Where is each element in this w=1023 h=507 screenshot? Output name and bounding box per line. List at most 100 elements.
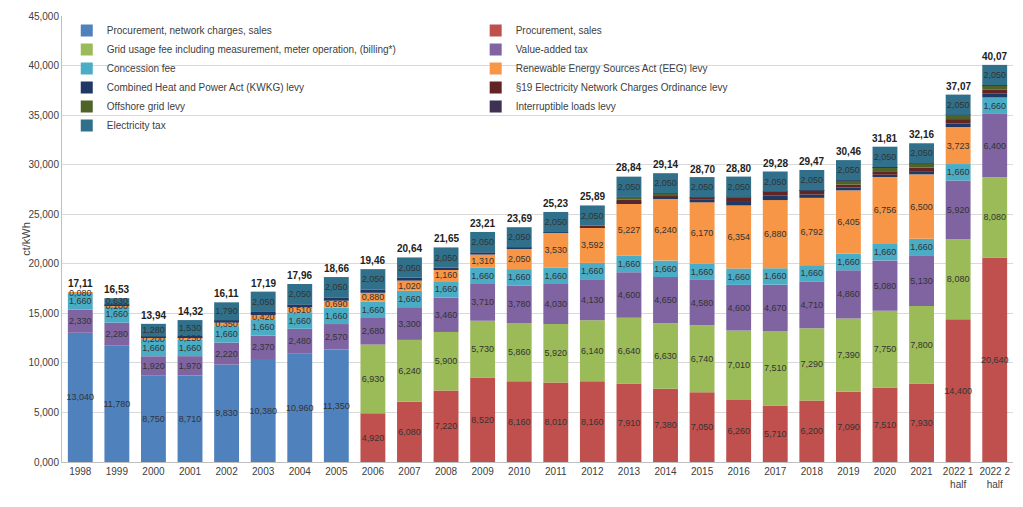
svg-text:Concession fee: Concession fee <box>107 63 176 74</box>
svg-text:1999: 1999 <box>106 466 129 477</box>
svg-text:Combined Heat and Power Act (K: Combined Heat and Power Act (KWKG) levy <box>107 82 304 93</box>
svg-text:1,660: 1,660 <box>106 309 129 319</box>
svg-text:17,96: 17,96 <box>287 270 312 281</box>
svg-text:35,000: 35,000 <box>28 110 59 121</box>
svg-text:16,11: 16,11 <box>214 288 239 299</box>
svg-text:2,050: 2,050 <box>837 165 860 175</box>
svg-text:7,390: 7,390 <box>837 350 860 360</box>
svg-text:6,354: 6,354 <box>727 232 750 242</box>
svg-text:0,630: 0,630 <box>106 296 129 306</box>
svg-text:1,660: 1,660 <box>325 311 348 321</box>
svg-text:7,510: 7,510 <box>874 420 897 430</box>
svg-text:4,670: 4,670 <box>764 303 787 313</box>
svg-text:25,000: 25,000 <box>28 209 59 220</box>
svg-text:6,140: 6,140 <box>581 346 604 356</box>
svg-text:6,640: 6,640 <box>618 346 641 356</box>
svg-text:1,660: 1,660 <box>983 101 1006 111</box>
svg-text:2,050: 2,050 <box>764 177 787 187</box>
svg-text:6,630: 6,630 <box>654 351 677 361</box>
svg-text:2012: 2012 <box>581 466 604 477</box>
svg-text:28,84: 28,84 <box>616 162 641 173</box>
svg-text:0,200: 0,200 <box>142 334 165 344</box>
svg-text:2,480: 2,480 <box>288 336 311 346</box>
svg-text:2,220: 2,220 <box>215 349 238 359</box>
svg-text:5,710: 5,710 <box>764 429 787 439</box>
svg-text:5,000: 5,000 <box>34 407 59 418</box>
svg-text:0,420: 0,420 <box>252 312 275 322</box>
svg-text:2,330: 2,330 <box>69 316 92 326</box>
svg-text:4,130: 4,130 <box>581 295 604 305</box>
svg-text:8,520: 8,520 <box>471 415 494 425</box>
svg-text:4,650: 4,650 <box>654 295 677 305</box>
svg-text:1,020: 1,020 <box>398 281 421 291</box>
svg-text:2,050: 2,050 <box>508 232 531 242</box>
svg-text:2,050: 2,050 <box>691 182 714 192</box>
svg-text:1,660: 1,660 <box>288 316 311 326</box>
svg-text:29,14: 29,14 <box>653 159 678 170</box>
svg-text:7,090: 7,090 <box>837 422 860 432</box>
svg-text:2,050: 2,050 <box>252 297 275 307</box>
svg-text:20,640: 20,640 <box>981 355 1009 365</box>
svg-text:2004: 2004 <box>289 466 312 477</box>
svg-text:4,920: 4,920 <box>362 433 385 443</box>
svg-text:2,370: 2,370 <box>252 342 275 352</box>
svg-text:2,050: 2,050 <box>471 237 494 247</box>
svg-text:8,750: 8,750 <box>142 414 165 424</box>
svg-text:0,000: 0,000 <box>34 457 59 468</box>
svg-text:1,660: 1,660 <box>398 294 421 304</box>
svg-text:1998: 1998 <box>69 466 92 477</box>
svg-text:2,050: 2,050 <box>362 274 385 284</box>
svg-text:2000: 2000 <box>142 466 165 477</box>
svg-text:2001: 2001 <box>179 466 202 477</box>
svg-text:14,32: 14,32 <box>178 306 203 317</box>
svg-text:18,66: 18,66 <box>324 263 349 274</box>
svg-text:Renewable Energy Sources Act (: Renewable Energy Sources Act (EEG) levy <box>516 63 708 74</box>
svg-text:2006: 2006 <box>362 466 385 477</box>
svg-text:0,510: 0,510 <box>288 305 311 315</box>
svg-text:1,790: 1,790 <box>215 306 238 316</box>
svg-text:4,600: 4,600 <box>727 303 750 313</box>
svg-text:6,740: 6,740 <box>691 354 714 364</box>
svg-text:2,050: 2,050 <box>727 182 750 192</box>
svg-text:Grid usage fee including measu: Grid usage fee including measurement, me… <box>107 44 396 55</box>
svg-text:1,660: 1,660 <box>142 343 165 353</box>
svg-text:7,930: 7,930 <box>910 418 933 428</box>
svg-text:2022 2half: 2022 2half <box>979 466 1010 490</box>
svg-text:1,660: 1,660 <box>362 305 385 315</box>
svg-text:3,592: 3,592 <box>581 240 604 250</box>
svg-text:6,240: 6,240 <box>654 225 677 235</box>
svg-text:10,380: 10,380 <box>249 406 277 416</box>
svg-text:2,050: 2,050 <box>325 282 348 292</box>
svg-text:5,900: 5,900 <box>435 356 458 366</box>
svg-text:28,70: 28,70 <box>690 164 715 175</box>
svg-text:2002: 2002 <box>215 466 238 477</box>
svg-text:1,660: 1,660 <box>252 322 275 332</box>
svg-text:2,570: 2,570 <box>325 332 348 342</box>
svg-text:2,050: 2,050 <box>983 70 1006 80</box>
svg-text:2003: 2003 <box>252 466 275 477</box>
svg-text:2010: 2010 <box>508 466 531 477</box>
svg-text:Value-added tax: Value-added tax <box>516 44 588 55</box>
svg-text:6,756: 6,756 <box>874 205 897 215</box>
svg-text:ct/kWh: ct/kWh <box>20 222 32 256</box>
svg-text:1,310: 1,310 <box>471 256 494 266</box>
svg-text:2,050: 2,050 <box>435 253 458 263</box>
svg-text:§19 Electricity Network Charge: §19 Electricity Network Charges Ordinanc… <box>516 82 728 93</box>
svg-text:1,920: 1,920 <box>142 361 165 371</box>
svg-text:7,010: 7,010 <box>727 360 750 370</box>
svg-text:2017: 2017 <box>764 466 787 477</box>
svg-text:5,080: 5,080 <box>874 281 897 291</box>
svg-text:2,050: 2,050 <box>545 217 568 227</box>
svg-text:4,580: 4,580 <box>691 298 714 308</box>
svg-text:1,660: 1,660 <box>764 271 787 281</box>
svg-text:6,240: 6,240 <box>398 366 421 376</box>
svg-text:30,000: 30,000 <box>28 159 59 170</box>
svg-text:1,970: 1,970 <box>179 361 202 371</box>
svg-text:32,16: 32,16 <box>909 129 934 140</box>
svg-text:1,660: 1,660 <box>508 272 531 282</box>
svg-text:45,000: 45,000 <box>28 11 59 22</box>
svg-text:0,880: 0,880 <box>362 292 385 302</box>
svg-text:40,07: 40,07 <box>982 51 1007 62</box>
svg-text:1,660: 1,660 <box>801 268 824 278</box>
svg-text:2005: 2005 <box>325 466 348 477</box>
